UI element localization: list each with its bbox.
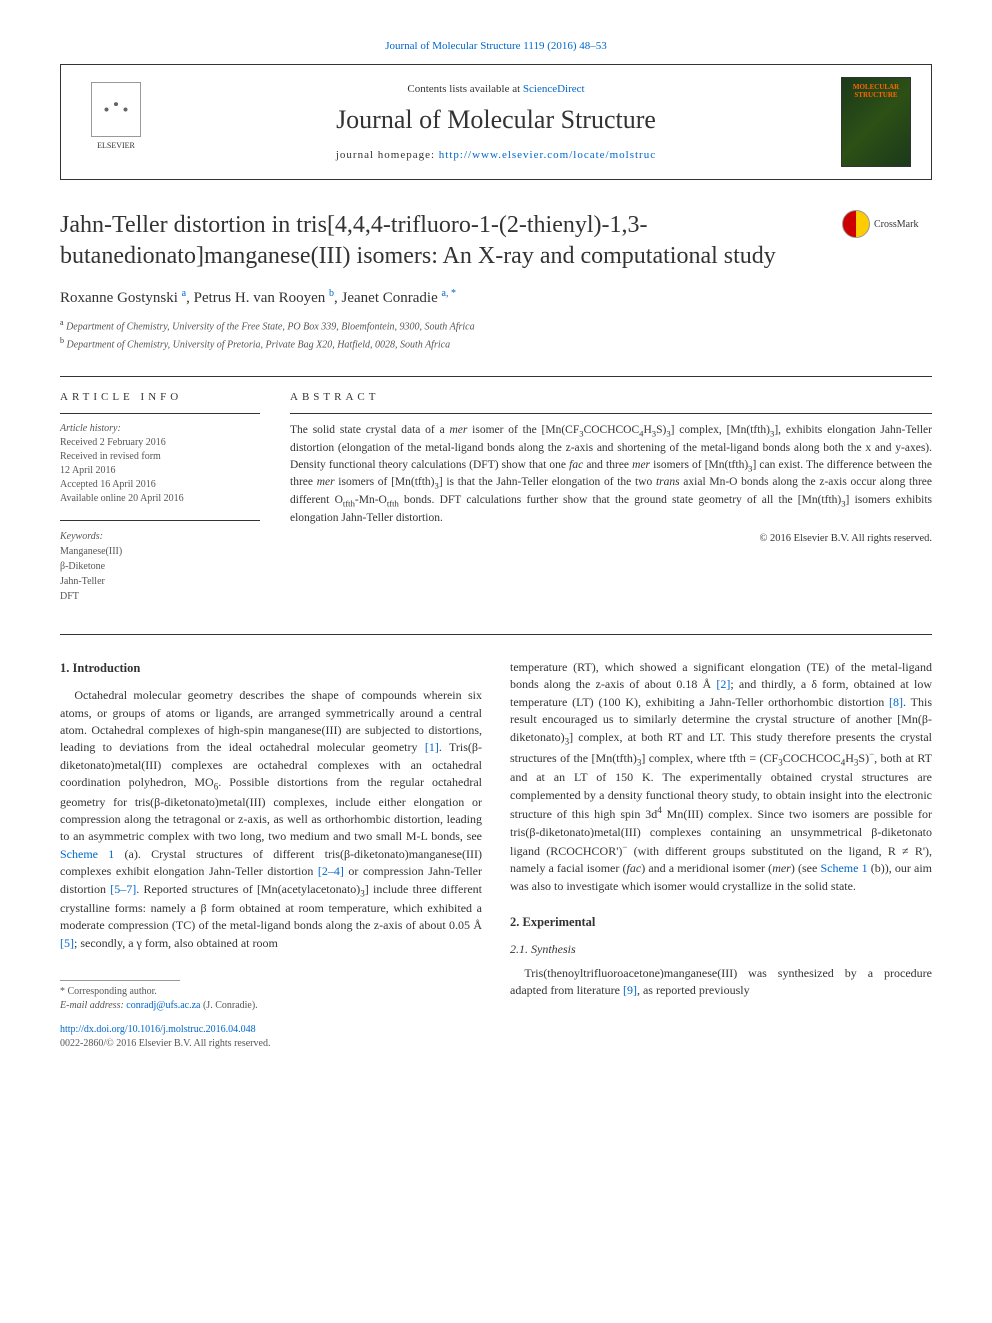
article-info-column: ARTICLE INFO Article history: Received 2…	[60, 391, 260, 604]
history-line: Received in revised form	[60, 451, 161, 462]
body-column-right: temperature (RT), which showed a signifi…	[510, 659, 932, 1051]
meta-row: ARTICLE INFO Article history: Received 2…	[60, 391, 932, 604]
doi-link[interactable]: http://dx.doi.org/10.1016/j.molstruc.201…	[60, 1024, 256, 1035]
synthesis-heading: 2.1. Synthesis	[510, 941, 932, 958]
homepage-prefix: journal homepage:	[336, 149, 439, 161]
crossmark-icon	[842, 210, 870, 238]
keywords-block: Keywords: Manganese(III) β-Diketone Jahn…	[60, 529, 260, 604]
title-row: Jahn-Teller distortion in tris[4,4,4-tri…	[60, 210, 932, 272]
footer-divider	[60, 980, 180, 981]
issn-line: 0022-2860/© 2016 Elsevier B.V. All right…	[60, 1037, 482, 1051]
article-title: Jahn-Teller distortion in tris[4,4,4-tri…	[60, 210, 842, 272]
email-link[interactable]: conradj@ufs.ac.za	[126, 1000, 200, 1011]
affiliation: b Department of Chemistry, University of…	[60, 335, 932, 352]
divider	[290, 413, 932, 414]
history-line: Available online 20 April 2016	[60, 493, 184, 504]
keyword: Jahn-Teller	[60, 576, 105, 587]
journal-name: Journal of Molecular Structure	[151, 105, 841, 135]
crossmark-badge[interactable]: CrossMark	[842, 210, 932, 238]
history-line: Received 2 February 2016	[60, 437, 166, 448]
doi-line: http://dx.doi.org/10.1016/j.molstruc.201…	[60, 1023, 482, 1037]
abstract-column: ABSTRACT The solid state crystal data of…	[290, 391, 932, 604]
homepage-line: journal homepage: http://www.elsevier.co…	[151, 149, 841, 161]
history-line: Accepted 16 April 2016	[60, 479, 156, 490]
history-line: 12 April 2016	[60, 465, 116, 476]
crossmark-label: CrossMark	[874, 219, 918, 230]
abstract-text: The solid state crystal data of a mer is…	[290, 422, 932, 527]
affiliations-block: a Department of Chemistry, University of…	[60, 317, 932, 352]
divider	[60, 413, 260, 414]
keyword: β-Diketone	[60, 561, 105, 572]
authors-line: Roxanne Gostynski a, Petrus H. van Rooye…	[60, 288, 932, 307]
affiliation: a Department of Chemistry, University of…	[60, 317, 932, 334]
elsevier-logo: ELSEVIER	[81, 82, 151, 162]
homepage-link[interactable]: http://www.elsevier.com/locate/molstruc	[439, 149, 656, 161]
contents-line: Contents lists available at ScienceDirec…	[151, 83, 841, 95]
history-label: Article history:	[60, 423, 121, 434]
body-columns: 1. Introduction Octahedral molecular geo…	[60, 659, 932, 1051]
top-citation: Journal of Molecular Structure 1119 (201…	[60, 40, 932, 52]
abstract-label: ABSTRACT	[290, 391, 932, 403]
header-center: Contents lists available at ScienceDirec…	[151, 83, 841, 161]
footer-block: * Corresponding author. E-mail address: …	[60, 980, 482, 1051]
divider	[60, 634, 932, 635]
intro-paragraph: Octahedral molecular geometry describes …	[60, 687, 482, 952]
synthesis-paragraph: Tris(thenoyltrifluoroacetone)manganese(I…	[510, 965, 932, 1000]
intro-heading: 1. Introduction	[60, 659, 482, 677]
sciencedirect-link[interactable]: ScienceDirect	[523, 83, 585, 95]
article-history: Article history: Received 2 February 201…	[60, 422, 260, 506]
journal-header-box: ELSEVIER Contents lists available at Sci…	[60, 64, 932, 180]
email-suffix: (J. Conradie).	[200, 1000, 257, 1011]
keyword: Manganese(III)	[60, 546, 122, 557]
journal-cover-thumbnail	[841, 77, 911, 167]
top-citation-link[interactable]: Journal of Molecular Structure 1119 (201…	[385, 40, 607, 52]
article-info-label: ARTICLE INFO	[60, 391, 260, 403]
keywords-label: Keywords:	[60, 531, 103, 542]
corresponding-author: * Corresponding author.	[60, 985, 482, 999]
keyword: DFT	[60, 591, 79, 602]
divider	[60, 376, 932, 377]
email-line: E-mail address: conradj@ufs.ac.za (J. Co…	[60, 999, 482, 1013]
elsevier-label: ELSEVIER	[97, 141, 135, 150]
divider	[60, 520, 260, 521]
contents-prefix: Contents lists available at	[407, 83, 522, 95]
email-label: E-mail address:	[60, 1000, 126, 1011]
abstract-copyright: © 2016 Elsevier B.V. All rights reserved…	[290, 533, 932, 544]
experimental-heading: 2. Experimental	[510, 913, 932, 931]
intro-paragraph-cont: temperature (RT), which showed a signifi…	[510, 659, 932, 895]
elsevier-tree-icon	[91, 82, 141, 137]
body-column-left: 1. Introduction Octahedral molecular geo…	[60, 659, 482, 1051]
